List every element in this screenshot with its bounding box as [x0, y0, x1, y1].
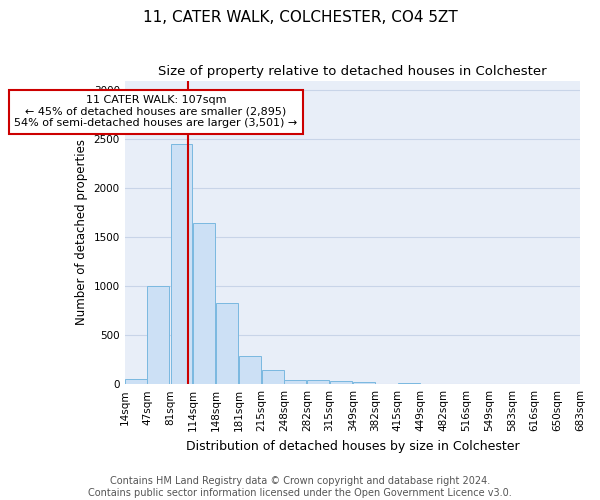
- Bar: [398, 382, 420, 384]
- Bar: [284, 380, 306, 384]
- Text: 11, CATER WALK, COLCHESTER, CO4 5ZT: 11, CATER WALK, COLCHESTER, CO4 5ZT: [143, 10, 457, 25]
- Bar: [170, 144, 193, 384]
- Bar: [239, 356, 260, 384]
- Bar: [307, 380, 329, 384]
- Bar: [148, 286, 169, 384]
- Bar: [216, 303, 238, 384]
- Bar: [125, 379, 147, 384]
- Y-axis label: Number of detached properties: Number of detached properties: [75, 140, 88, 326]
- Bar: [330, 381, 352, 384]
- Text: Contains HM Land Registry data © Crown copyright and database right 2024.
Contai: Contains HM Land Registry data © Crown c…: [88, 476, 512, 498]
- Title: Size of property relative to detached houses in Colchester: Size of property relative to detached ho…: [158, 65, 547, 78]
- Bar: [262, 370, 284, 384]
- Bar: [193, 222, 215, 384]
- Text: 11 CATER WALK: 107sqm
← 45% of detached houses are smaller (2,895)
54% of semi-d: 11 CATER WALK: 107sqm ← 45% of detached …: [14, 95, 298, 128]
- Bar: [353, 382, 375, 384]
- X-axis label: Distribution of detached houses by size in Colchester: Distribution of detached houses by size …: [185, 440, 519, 452]
